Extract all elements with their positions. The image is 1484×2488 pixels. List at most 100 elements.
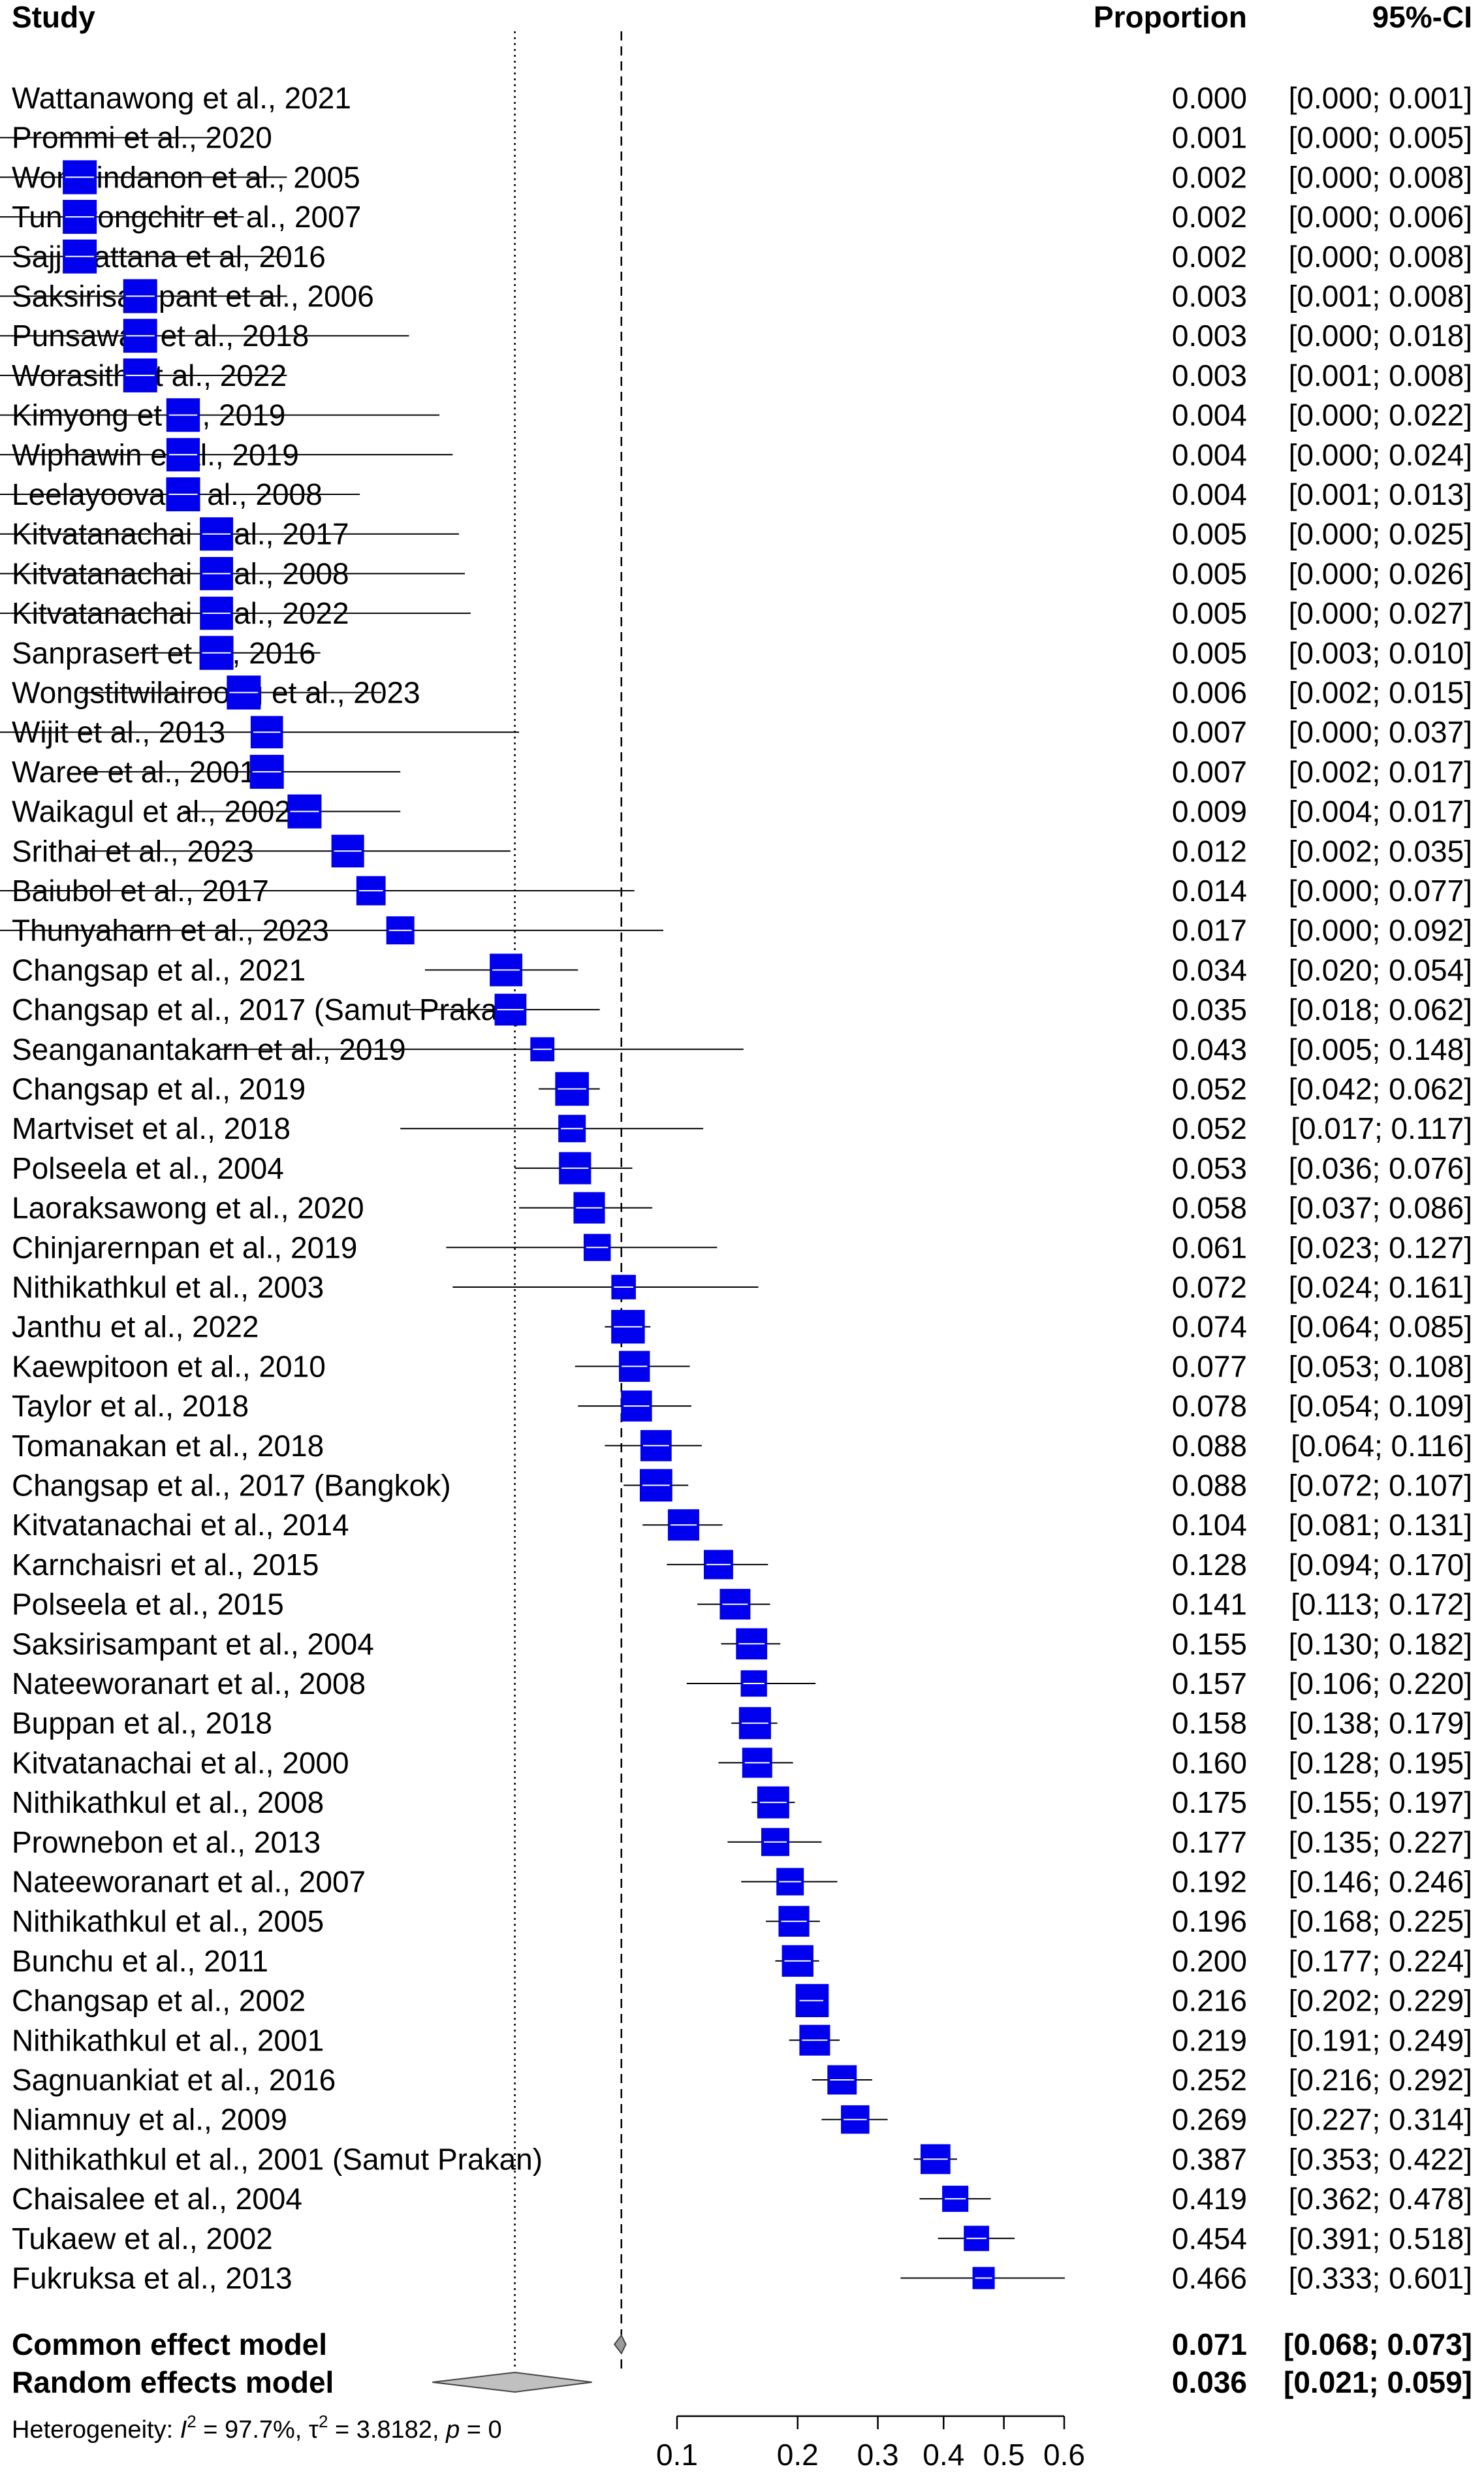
ci-value: [0.216; 0.292] [1289,2063,1472,2097]
study-row: Wongjindanon et al., 2005 0.002 [0.000; 0.… [0,160,1472,195]
proportion-value: 0.003 [1172,319,1247,353]
proportion-value: 0.005 [1172,636,1247,670]
study-label: Chaisalee et al., 2004 [12,2182,302,2216]
study-row: Kitvatanachai et al., 2008 0.005 [0.000; 0… [0,556,1472,590]
proportion-value: 0.058 [1172,1191,1247,1225]
study-row: Changsap et al., 2021 0.034 [0.020; 0.054] [12,953,1472,987]
study-row: Sagnuankiat et al., 2016 0.252 [0.216; 0.2… [12,2063,1472,2097]
ci-value: [0.042; 0.062] [1289,1072,1472,1106]
ci-value: [0.155; 0.197] [1289,1785,1472,1819]
study-row: Nateeworanart et al., 2007 0.192 [0.146; 0… [12,1865,1472,1899]
ci-value: [0.000; 0.018] [1289,319,1472,353]
proportion-value: 0.175 [1172,1785,1247,1819]
study-row: Waikagul et al., 2002 0.009 [0.004; 0.017] [12,794,1472,829]
ci-value: [0.138; 0.179] [1289,1706,1472,1740]
study-row: Kitvatanachai et al., 2000 0.160 [0.128; 0… [12,1746,1472,1779]
proportion-value: 0.158 [1172,1706,1247,1740]
ci-value: [0.113; 0.172] [1291,1587,1472,1621]
study-label: Buppan et al., 2018 [12,1706,272,1740]
proportion-value: 0.155 [1172,1627,1247,1661]
proportion-value: 0.002 [1172,200,1247,234]
proportion-value: 0.157 [1172,1667,1247,1700]
study-label: Nithikathkul et al., 2001 [12,2023,324,2057]
proportion-value: 0.104 [1172,1508,1247,1542]
study-row: Bunchu et al., 2011 0.200 [0.177; 0.224] [12,1944,1472,1978]
ci-value: [0.001; 0.008] [1289,359,1472,392]
study-row: Chinjarernpan et al., 2019 0.061 [0.023; 0… [12,1230,1472,1264]
study-row: Wattanawong et al., 2021 0.000 [0.000; 0.0… [12,81,1472,115]
proportion-value: 0.088 [1172,1469,1247,1503]
ci-value: [0.333; 0.601] [1289,2261,1472,2295]
proportion-value: 0.043 [1172,1032,1247,1066]
ci-value: [0.024; 0.161] [1289,1270,1472,1304]
study-row: Fukruksa et al., 2013 0.466 [0.333; 0.601] [12,2261,1472,2295]
ci-value: [0.000; 0.025] [1289,517,1472,551]
ci-value: [0.020; 0.054] [1289,953,1472,987]
tau2-symbol: τ [309,2416,319,2444]
proportion-value: 0.466 [1172,2261,1247,2295]
study-row: Martviset et al., 2018 0.052 [0.017; 0.117… [12,1111,1472,1145]
ci-value: [0.000; 0.027] [1289,596,1472,630]
ci-value: [0.000; 0.077] [1289,874,1472,908]
proportion-value: 0.061 [1172,1230,1247,1264]
header-proportion: Proportion [1094,0,1247,34]
study-row: Baiubol et al., 2017 0.014 [0.000; 0.077] [0,874,1472,908]
ci-value: [0.000; 0.006] [1289,200,1472,234]
proportion-value: 0.006 [1172,676,1247,710]
study-label: Kaewpitoon et al., 2010 [12,1349,326,1383]
study-row: Saksirisampant et al., 2004 0.155 [0.130; … [12,1627,1472,1661]
ci-value: [0.000; 0.008] [1289,240,1472,274]
study-row: Wongstitwilairoong et al., 2023 0.006 [0.0… [12,675,1472,710]
tau2-superscript: 2 [319,2412,328,2431]
proportion-value: 0.177 [1172,1825,1247,1859]
ci-value: [0.094; 0.170] [1289,1548,1472,1582]
proportion-value: 0.074 [1172,1310,1247,1344]
study-label: Changsap et al., 2019 [12,1072,306,1106]
study-row: Karnchaisri et al., 2015 0.128 [0.094; 0.1… [12,1548,1472,1582]
study-row: Chaisalee et al., 2004 0.419 [0.362; 0.478… [12,2182,1472,2216]
proportion-value: 0.005 [1172,596,1247,630]
study-row: Changsap et al., 2002 0.216 [0.202; 0.229] [12,1984,1472,2018]
study-row: Kitvatanachai et al., 2022 0.005 [0.000; 0… [0,596,1472,630]
ci-value: [0.005; 0.148] [1289,1032,1472,1066]
study-label: Changsap et al., 2017 (Bangkok) [12,1469,451,1503]
x-tick-label: 0.1 [656,2438,698,2472]
proportion-value: 0.005 [1172,517,1247,551]
i2-superscript: 2 [187,2412,196,2431]
study-label: Nithikathkul et al., 2005 [12,1904,324,1938]
ci-value: [0.391; 0.518] [1289,2222,1472,2256]
common-effect-row: Common effect model 0.071 [0.068; 0.073] [12,2327,1472,2361]
study-row: Thunyaharn et al., 2023 0.017 [0.000; 0.09… [0,914,1472,948]
pooled-diamond [432,2371,592,2393]
x-tick-label: 0.3 [857,2438,899,2472]
proportion-value: 0.219 [1172,2023,1247,2057]
proportion-value: 0.196 [1172,1904,1247,1938]
study-label: Kitvatanachai et al., 2014 [12,1508,349,1542]
ci-value: [0.000; 0.092] [1289,914,1472,948]
proportion-value: 0.001 [1172,121,1247,155]
proportion-value: 0.003 [1172,359,1247,392]
ci-value: [0.168; 0.225] [1289,1904,1472,1938]
study-label: Changsap et al., 2021 [12,953,306,987]
ci-value: [0.001; 0.013] [1289,477,1472,511]
ci-value: [0.036; 0.076] [1289,1151,1472,1185]
ci-value: [0.054; 0.109] [1289,1389,1472,1423]
pooled-ci-value: [0.068; 0.073] [1284,2327,1472,2361]
study-row: Wiphawin et al., 2019 0.004 [0.000; 0.024] [0,438,1472,471]
ci-value: [0.353; 0.422] [1289,2142,1472,2176]
proportion-value: 0.005 [1172,556,1247,590]
header-ci: 95%-CI [1372,0,1472,34]
ci-value: [0.002; 0.035] [1289,834,1472,868]
study-row: Nateeworanart et al., 2008 0.157 [0.106; 0… [12,1667,1472,1700]
proportion-value: 0.000 [1172,81,1247,115]
proportion-value: 0.387 [1172,2142,1247,2176]
proportion-value: 0.014 [1172,874,1247,908]
header-study: Study [12,0,95,34]
study-label: Nithikathkul et al., 2003 [12,1270,324,1304]
study-row: Prownebon et al., 2013 0.177 [0.135; 0.227… [12,1825,1472,1859]
i2-symbol: I [180,2416,187,2444]
ci-value: [0.003; 0.010] [1289,636,1472,670]
study-label: Tomanakan et al., 2018 [12,1429,324,1463]
ci-value: [0.177; 0.224] [1289,1944,1472,1978]
